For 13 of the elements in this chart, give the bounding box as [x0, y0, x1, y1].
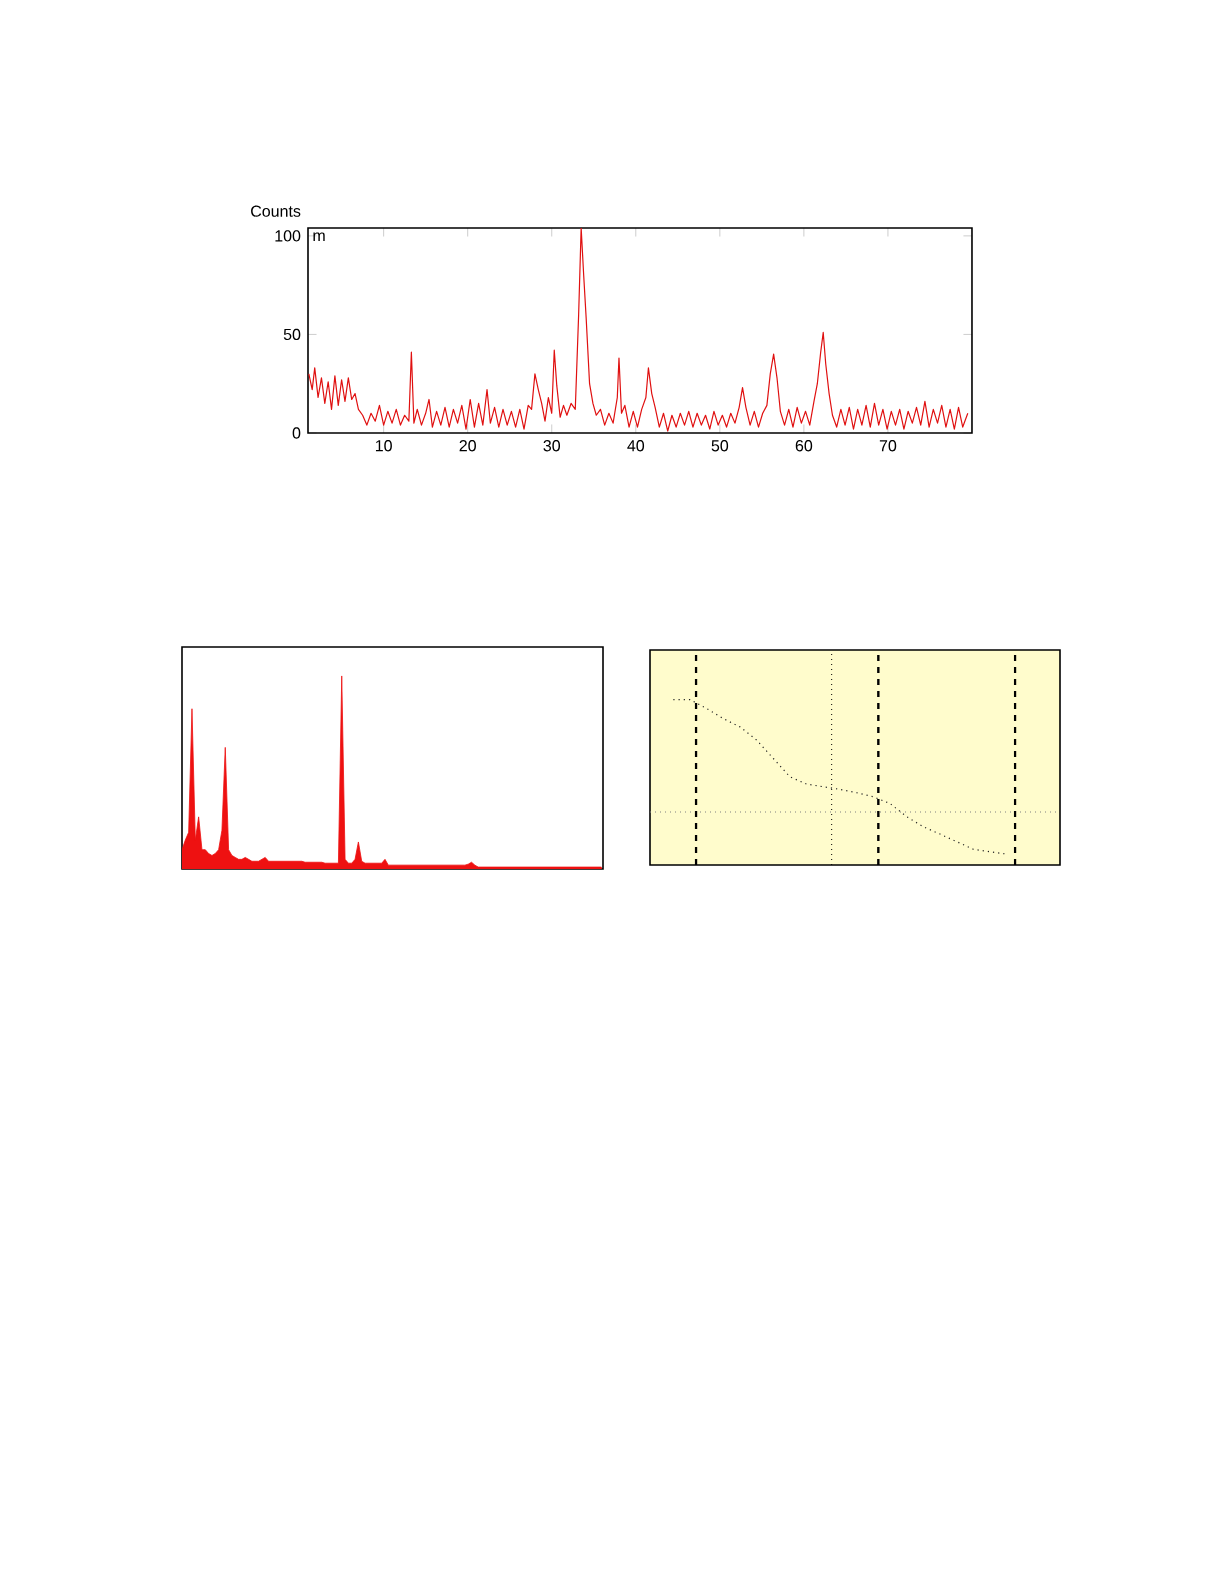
x-tick-label: 20 [459, 440, 476, 452]
x-tick-label: 70 [879, 440, 897, 452]
x-tick-label: 60 [795, 440, 813, 452]
x-tick-label: 30 [543, 440, 561, 452]
y-tick-label: 0 [292, 427, 301, 439]
x-tick-label: 40 [627, 440, 645, 452]
x-tick-label: 10 [375, 440, 392, 452]
y-tick-label: 100 [275, 230, 301, 242]
y-tick-label: 50 [283, 328, 301, 341]
annotation: m [313, 232, 325, 241]
x-tick-label: 50 [711, 440, 729, 452]
y-axis-title: Counts [251, 205, 301, 217]
line-series [308, 227, 969, 432]
